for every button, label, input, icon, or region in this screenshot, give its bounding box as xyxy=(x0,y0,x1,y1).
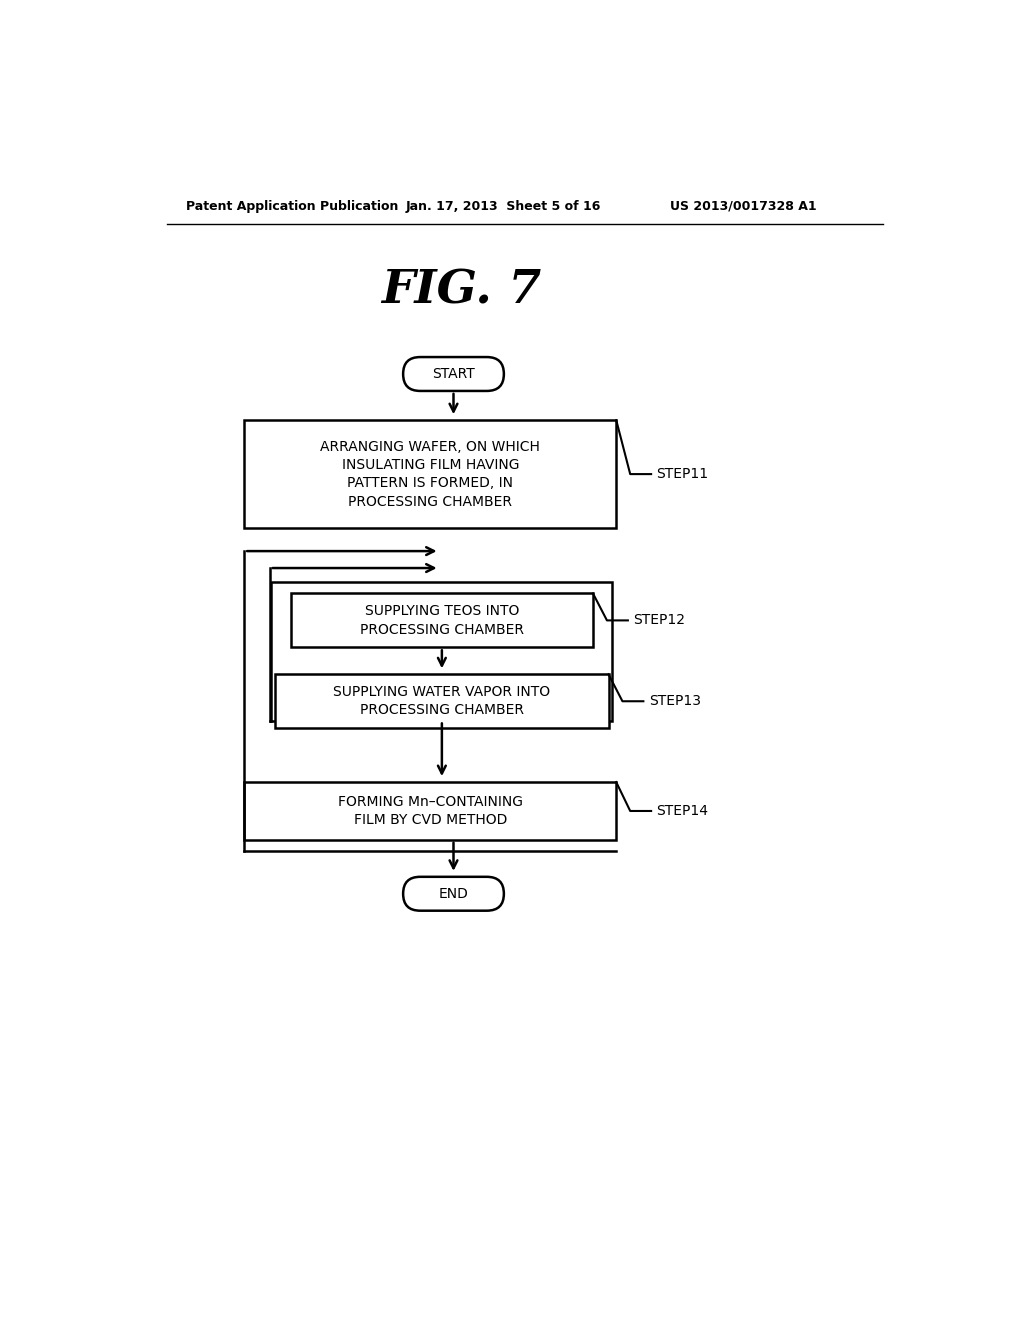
Text: STEP11: STEP11 xyxy=(656,467,709,480)
Text: US 2013/0017328 A1: US 2013/0017328 A1 xyxy=(671,199,817,213)
Text: START: START xyxy=(432,367,475,381)
Text: STEP12: STEP12 xyxy=(633,614,685,627)
Text: Jan. 17, 2013  Sheet 5 of 16: Jan. 17, 2013 Sheet 5 of 16 xyxy=(406,199,601,213)
Text: Patent Application Publication: Patent Application Publication xyxy=(186,199,398,213)
Text: STEP14: STEP14 xyxy=(656,804,709,818)
Bar xyxy=(245,420,616,528)
Bar xyxy=(291,594,593,647)
FancyBboxPatch shape xyxy=(403,876,504,911)
Bar xyxy=(275,675,608,729)
Text: SUPPLYING WATER VAPOR INTO
PROCESSING CHAMBER: SUPPLYING WATER VAPOR INTO PROCESSING CH… xyxy=(334,685,551,718)
Bar xyxy=(245,781,616,840)
Bar xyxy=(271,582,612,721)
Text: FORMING Mn–CONTAINING
FILM BY CVD METHOD: FORMING Mn–CONTAINING FILM BY CVD METHOD xyxy=(338,795,522,828)
Text: STEP13: STEP13 xyxy=(649,694,700,709)
Text: SUPPLYING TEOS INTO
PROCESSING CHAMBER: SUPPLYING TEOS INTO PROCESSING CHAMBER xyxy=(359,605,524,636)
Text: END: END xyxy=(438,887,468,900)
FancyBboxPatch shape xyxy=(403,358,504,391)
Text: FIG. 7: FIG. 7 xyxy=(381,268,542,314)
Text: ARRANGING WAFER, ON WHICH
INSULATING FILM HAVING
PATTERN IS FORMED, IN
PROCESSIN: ARRANGING WAFER, ON WHICH INSULATING FIL… xyxy=(321,440,541,508)
